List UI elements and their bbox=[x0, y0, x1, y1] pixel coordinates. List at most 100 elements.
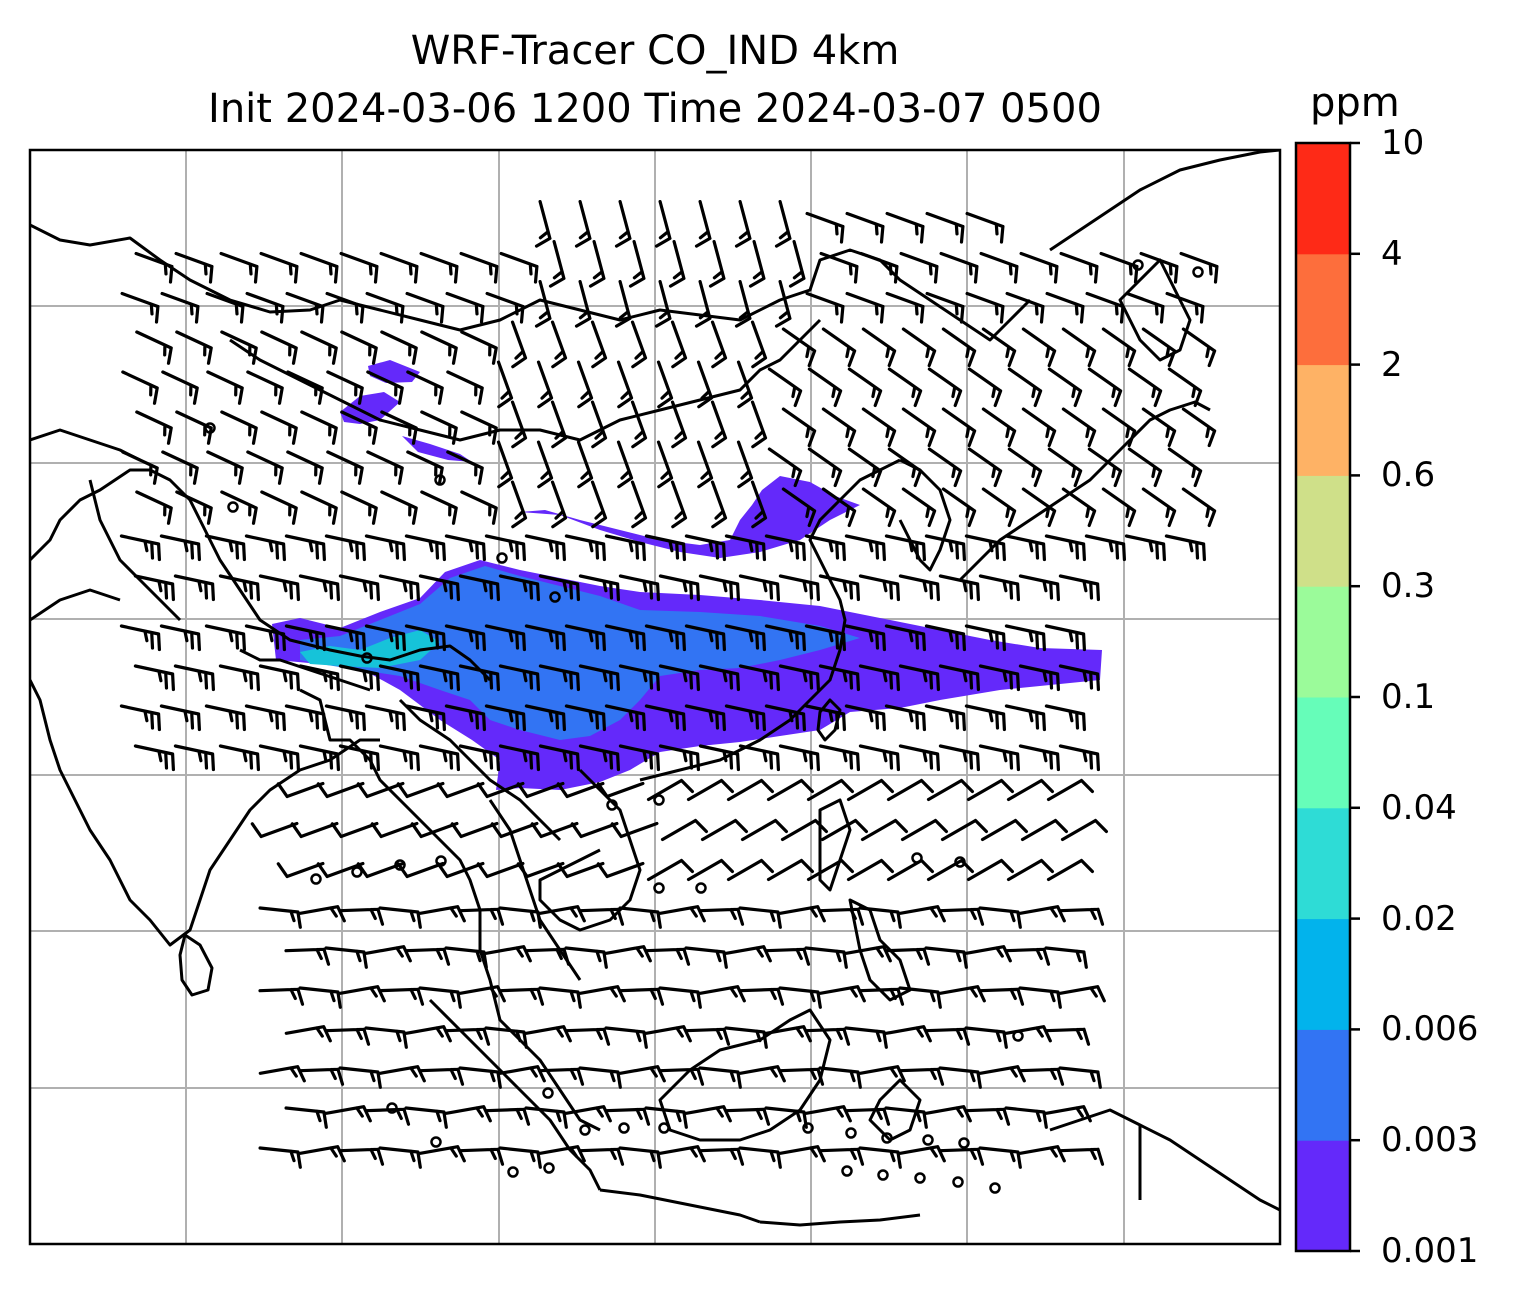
wind-barb bbox=[496, 440, 514, 489]
wind-barb bbox=[861, 487, 897, 528]
wind-barb bbox=[1004, 704, 1046, 732]
wind-barb bbox=[818, 574, 860, 602]
wind-barb bbox=[444, 946, 488, 969]
wind-barb bbox=[121, 370, 159, 405]
wind-barb bbox=[766, 858, 814, 882]
calm-wind-circle bbox=[430, 1136, 442, 1148]
wind-barb bbox=[778, 1067, 825, 1086]
calm-wind-circle bbox=[361, 652, 373, 664]
wind-barb bbox=[978, 1146, 1022, 1169]
wind-barb bbox=[938, 1066, 982, 1089]
wind-barb bbox=[924, 534, 966, 562]
wind-barb bbox=[604, 1107, 651, 1126]
wind-barb bbox=[965, 211, 1005, 244]
wind-barb bbox=[698, 1147, 745, 1166]
wind-barb bbox=[658, 574, 700, 602]
calm-wind-circle bbox=[653, 882, 665, 894]
wind-barb bbox=[204, 534, 246, 562]
wind-barb bbox=[604, 624, 646, 652]
wind-barb bbox=[1018, 664, 1060, 692]
wind-barb bbox=[781, 327, 817, 368]
wind-barb bbox=[846, 778, 894, 802]
calm-wind-circle bbox=[1192, 266, 1204, 278]
wind-barb bbox=[1058, 985, 1106, 1003]
wind-barb bbox=[444, 534, 486, 562]
wind-barb bbox=[204, 704, 246, 732]
wind-barb bbox=[1005, 291, 1045, 324]
wind-barb bbox=[366, 370, 404, 405]
wind-barb bbox=[781, 407, 817, 448]
wind-barb bbox=[120, 291, 160, 324]
wind-barb bbox=[404, 704, 446, 732]
wind-barb bbox=[981, 487, 1017, 528]
wind-barb bbox=[898, 1067, 945, 1086]
wind-barb bbox=[590, 480, 608, 529]
wind-barb bbox=[284, 704, 326, 732]
wind-barb bbox=[964, 1026, 1008, 1049]
wind-barb bbox=[173, 744, 215, 772]
wind-barb bbox=[300, 330, 338, 365]
colorbar-segment bbox=[1296, 253, 1350, 366]
wind-barb bbox=[420, 410, 458, 445]
wind-barb bbox=[556, 781, 605, 799]
wind-barb bbox=[698, 574, 740, 602]
wind-barb bbox=[604, 534, 646, 562]
wind-barb bbox=[538, 744, 580, 772]
wind-barb bbox=[644, 947, 691, 966]
wind-barb bbox=[284, 1106, 328, 1129]
wind-barb bbox=[724, 534, 766, 562]
wind-barb bbox=[596, 861, 645, 879]
wind-barb bbox=[161, 450, 199, 485]
wind-barb bbox=[938, 907, 985, 926]
wind-barb bbox=[316, 781, 365, 799]
wind-barb bbox=[860, 818, 908, 842]
wind-barb bbox=[898, 664, 940, 692]
wind-barb bbox=[220, 410, 258, 445]
wind-barb bbox=[740, 818, 788, 842]
wind-barb bbox=[764, 1025, 812, 1043]
wind-barb bbox=[300, 410, 338, 445]
wind-barb bbox=[1018, 574, 1060, 602]
colorbar-segment bbox=[1296, 918, 1350, 1030]
wind-barb bbox=[418, 574, 460, 602]
calm-wind-circle bbox=[958, 1137, 970, 1149]
calm-wind-circle bbox=[543, 1162, 555, 1174]
wind-barb bbox=[380, 410, 418, 445]
wind-barb bbox=[590, 400, 608, 449]
wind-barb bbox=[1004, 624, 1046, 652]
wind-barb bbox=[379, 251, 419, 284]
wind-barb bbox=[980, 818, 1028, 842]
wind-barb bbox=[978, 1065, 1026, 1083]
wind-barb bbox=[1004, 1106, 1048, 1129]
wind-barb bbox=[1061, 327, 1097, 368]
wind-barb bbox=[844, 945, 892, 963]
wind-barb bbox=[490, 821, 539, 839]
wind-barb bbox=[258, 987, 305, 1006]
wind-barb bbox=[1181, 327, 1217, 368]
wind-barb bbox=[564, 624, 606, 652]
wind-barb bbox=[1044, 1027, 1091, 1046]
wind-barb bbox=[858, 744, 900, 772]
wind-barb bbox=[444, 624, 486, 652]
wind-barb bbox=[644, 1025, 692, 1043]
wind-barb bbox=[774, 280, 792, 328]
wind-barb bbox=[340, 330, 378, 365]
wind-barb bbox=[418, 986, 462, 1009]
colorbar-tick-label: 10 bbox=[1381, 123, 1425, 163]
wind-barb bbox=[660, 818, 708, 842]
wind-barb bbox=[356, 861, 405, 879]
wind-barb bbox=[926, 778, 974, 802]
wind-barb bbox=[1087, 367, 1123, 408]
wind-barb bbox=[564, 1027, 611, 1046]
wind-barb bbox=[420, 330, 458, 365]
wind-barb bbox=[738, 1146, 782, 1169]
wind-barb bbox=[538, 574, 580, 602]
wind-barb bbox=[654, 280, 672, 328]
wind-barb bbox=[965, 291, 1005, 324]
wind-barb bbox=[220, 490, 258, 525]
wind-barb bbox=[574, 280, 592, 328]
wind-barb bbox=[245, 291, 285, 324]
wind-barb bbox=[324, 946, 368, 969]
wind-barb bbox=[978, 664, 1020, 692]
calm-wind-circle bbox=[310, 873, 322, 885]
